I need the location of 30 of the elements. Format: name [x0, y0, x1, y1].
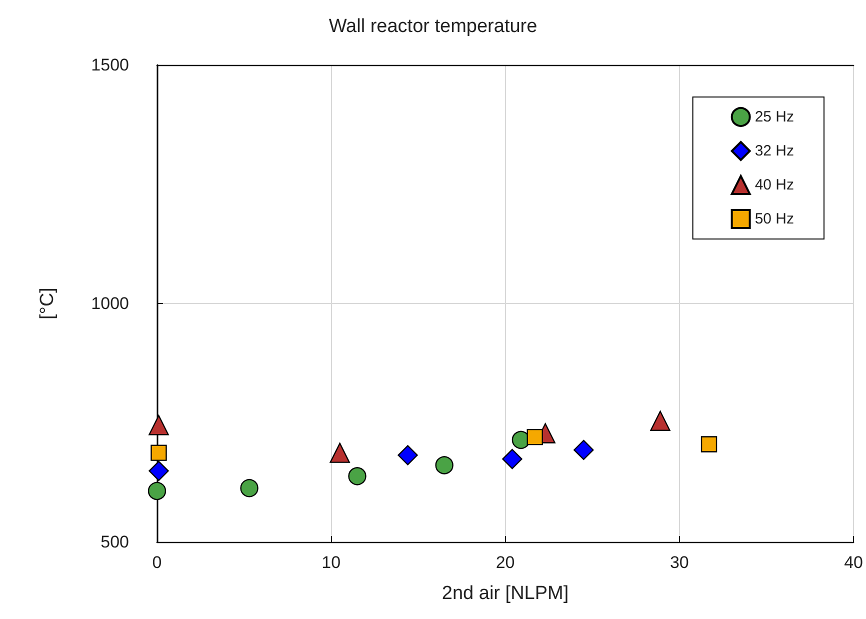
point [574, 440, 594, 460]
point [348, 467, 366, 486]
point [435, 456, 454, 474]
point [700, 436, 718, 452]
point [512, 430, 530, 450]
x-axis-title: 2nd air [NLPM] [442, 583, 569, 604]
point [526, 428, 543, 446]
x-tick-label: 20 [496, 553, 515, 572]
y-tick-label: 500 [100, 532, 129, 552]
y-tick-label: 1500 [91, 56, 129, 74]
point [398, 445, 418, 466]
point [148, 460, 169, 482]
x-tick-label: 40 [844, 553, 864, 572]
legend-label: 50 Hz [754, 210, 794, 228]
point [148, 415, 169, 436]
point [502, 448, 522, 470]
x-tick-label: 10 [322, 553, 341, 572]
legend-label: 32 Hz [754, 142, 794, 160]
x-tick-label: 0 [152, 553, 162, 572]
legend-label: 40 Hz [754, 176, 794, 194]
chart-title: Wall reactor temperature [328, 16, 538, 37]
y-tick-label: 1000 [91, 294, 129, 313]
y-axis-title: [°C] [37, 288, 58, 320]
point [150, 444, 167, 461]
legend-label: 25 Hz [754, 108, 794, 126]
point [650, 410, 670, 431]
point [148, 482, 166, 500]
x-tick-label: 30 [670, 553, 689, 572]
point [240, 479, 258, 498]
point [330, 442, 350, 463]
